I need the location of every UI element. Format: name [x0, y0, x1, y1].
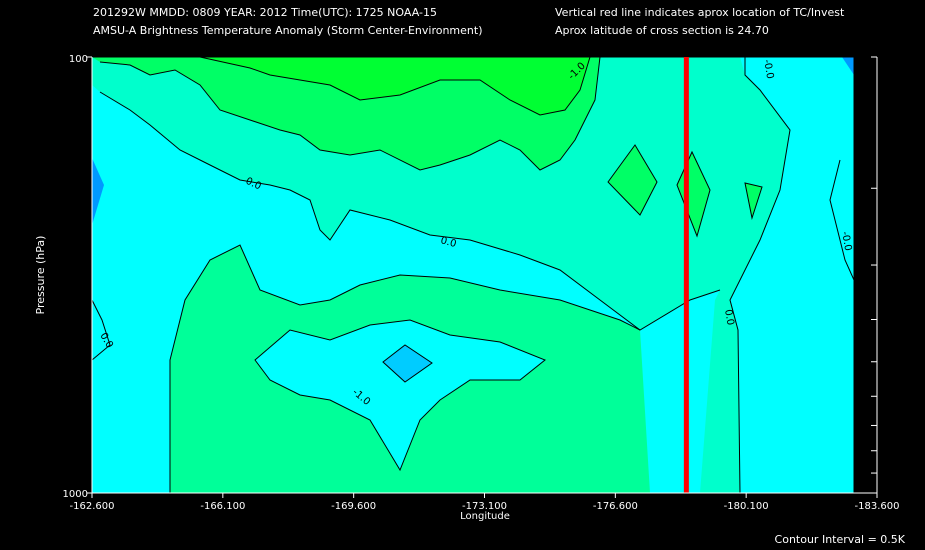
x-tick-label: -173.100	[462, 501, 507, 512]
anomaly-cell-green-1	[608, 145, 657, 215]
contour-label: -0.0	[839, 231, 853, 252]
contour-label: -0.0	[761, 59, 775, 80]
x-ticks: -162.600 -166.100 -169.600 -173.100 -176.600…	[70, 493, 900, 512]
y-axis-title: Pressure (hPa)	[34, 236, 47, 315]
contour-green-core	[199, 57, 591, 116]
contour-lines	[92, 57, 854, 493]
anomaly-band-cyan-right	[730, 57, 854, 493]
contour-interval-note: Contour Interval = 0.5K	[775, 533, 906, 546]
header-line1-left: 201292W MMDD: 0809 YEAR: 2012 Time(UTC):…	[93, 6, 437, 19]
x-axis-title: Longitude	[460, 511, 510, 522]
anomaly-band-bright-green-core	[200, 57, 590, 115]
contour-green-upper	[99, 57, 601, 171]
contour-zero-upper	[99, 91, 721, 331]
contour-right-strip	[729, 57, 791, 493]
contour-zero-lower	[169, 244, 641, 493]
contour-island-3	[744, 182, 763, 220]
plot-area: -1.0 0.0 0.0 0.0 0.0 -0.0 -0.0 -1.0	[92, 57, 854, 493]
anomaly-cell-green-3	[745, 183, 762, 218]
contour-island-1	[607, 144, 658, 216]
anomaly-band-green-upper	[92, 57, 600, 170]
contour-label: 0.0	[439, 235, 457, 250]
x-tick-label: -176.600	[593, 501, 638, 512]
x-tick-label: -166.100	[200, 501, 245, 512]
x-tick-label: -162.600	[70, 501, 115, 512]
contour-right-far	[829, 159, 854, 281]
header-line2-right: Aprox latitude of cross section is 24.70	[555, 24, 769, 37]
anomaly-band-cyan-inner	[255, 320, 545, 470]
x-tick-label: -169.600	[331, 501, 376, 512]
anomaly-cell-blue-corner	[842, 57, 854, 75]
anomaly-cell-blue-edge	[92, 158, 104, 225]
contour-blue-diamond	[382, 344, 433, 383]
contour-left-small	[92, 299, 111, 361]
header-line1-right: Vertical red line indicates aprox locati…	[555, 6, 845, 19]
contour-label: 0.0	[722, 309, 736, 327]
x-tick-label: -180.100	[724, 501, 769, 512]
y-tick-label-bottom: 1000	[63, 489, 88, 500]
header-line2-left: AMSU-A Brightness Temperature Anomaly (S…	[93, 24, 483, 37]
y-ticks	[87, 56, 877, 494]
y-tick-label-top: 100	[69, 54, 88, 65]
x-tick-label: -183.600	[855, 501, 900, 512]
contour-minus1-inner	[254, 319, 546, 472]
